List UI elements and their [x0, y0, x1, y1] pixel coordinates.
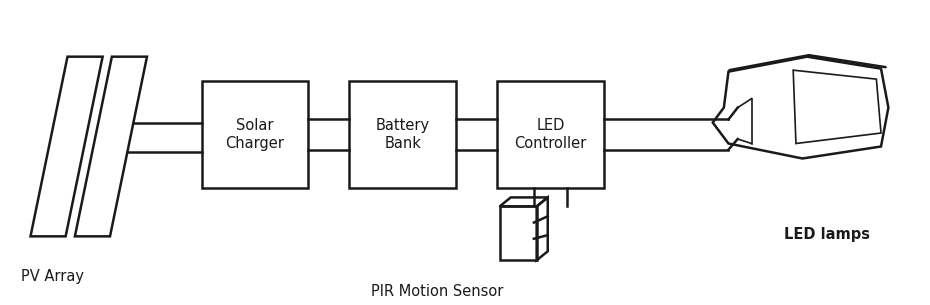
Text: LED
Controller: LED Controller — [514, 118, 587, 151]
Bar — [499, 206, 537, 260]
Text: Solar
Charger: Solar Charger — [225, 118, 285, 151]
Text: PIR Motion Sensor: PIR Motion Sensor — [371, 284, 503, 299]
Bar — [202, 81, 308, 188]
Bar — [350, 81, 456, 188]
Bar — [498, 81, 604, 188]
Text: LED lamps: LED lamps — [784, 227, 870, 242]
Text: Battery
Bank: Battery Bank — [376, 118, 430, 151]
Text: PV Array: PV Array — [21, 269, 85, 284]
